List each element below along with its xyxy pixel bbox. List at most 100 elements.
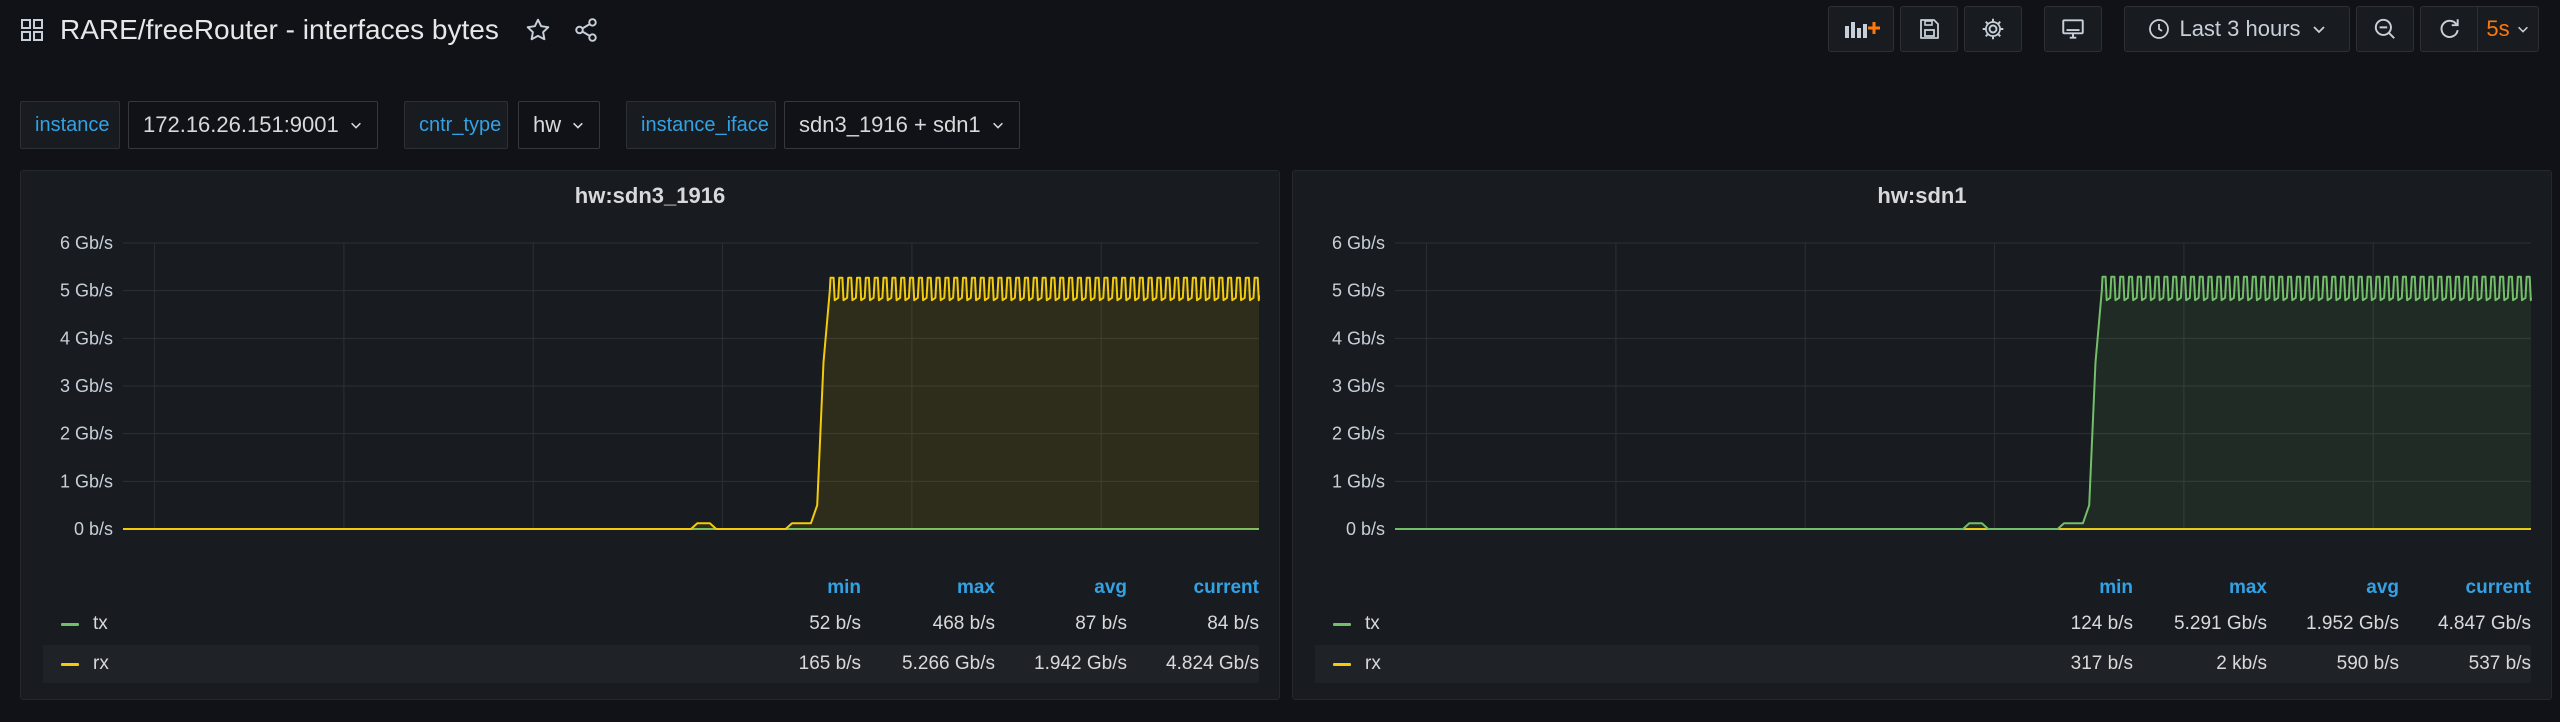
x-tick-label: 09:30: [132, 540, 177, 541]
chevron-down-icon: [350, 122, 361, 129]
variable-label-instance: instance: [20, 101, 120, 149]
legend-header-min[interactable]: min: [2099, 577, 2133, 598]
refresh-interval-picker[interactable]: 5s: [2477, 6, 2539, 52]
gear-icon: [1982, 18, 2004, 40]
save-icon: [1920, 19, 1939, 39]
legend-max-value: 5.266 Gb/s: [902, 653, 995, 674]
legend-avg-value: 87 b/s: [1075, 613, 1127, 634]
legend-header-min[interactable]: min: [827, 577, 861, 598]
panel-title[interactable]: hw:sdn1: [1877, 183, 1967, 208]
series-line-rx: [123, 276, 1260, 530]
chevron-down-icon: [2312, 26, 2325, 34]
graph-panel[interactable]: hw:sdn1 0 b/s 1 Gb/s 2 Gb/s 3 Gb/s 4 Gb/s 5 G…: [1292, 170, 2552, 700]
variable-value-instance: 172.16.26.151:9001: [143, 112, 339, 137]
y-tick-label: 4 Gb/s: [60, 328, 113, 348]
refresh-button[interactable]: [2420, 6, 2478, 52]
add-panel-button[interactable]: [1828, 6, 1894, 52]
legend-row-rx[interactable]: rx 165 b/s 5.266 Gb/s 1.942 Gb/s 4.824 G…: [43, 645, 1259, 683]
legend-row-tx[interactable]: tx 52 b/s 468 b/s 87 b/s 84 b/s: [43, 605, 1259, 643]
y-tick-label: 5 Gb/s: [60, 281, 113, 301]
legend-header-max[interactable]: max: [956, 577, 995, 598]
series-area-rx: [123, 277, 1259, 529]
variable-value-cntr-type: hw: [533, 112, 562, 137]
graph-chart[interactable]: 0 b/s 1 Gb/s 2 Gb/s 3 Gb/s 4 Gb/s 5 Gb/s 6 Gb/…: [21, 171, 1279, 541]
x-tick-label: 10:30: [1783, 540, 1828, 541]
legend-min-value: 124 b/s: [2070, 613, 2133, 634]
legend-header-avg[interactable]: avg: [1094, 577, 1127, 598]
series-color-swatch[interactable]: [1333, 663, 1351, 666]
series-color-swatch[interactable]: [1333, 623, 1351, 626]
legend-min-value: 317 b/s: [2070, 653, 2133, 674]
legend-header-avg[interactable]: avg: [2366, 577, 2399, 598]
clock-icon: [2149, 19, 2170, 39]
legend-series-name[interactable]: tx: [1365, 613, 1380, 634]
graph-panel[interactable]: hw:sdn3_1916 0 b/s 1 Gb/s 2 Gb/s 3 Gb/s 4 Gb…: [20, 170, 1280, 700]
x-tick-label: 11:00: [1973, 540, 2017, 541]
legend-min-value: 165 b/s: [798, 653, 861, 674]
variable-select-instance-iface[interactable]: sdn3_1916 + sdn1: [784, 101, 1020, 149]
legend-header-max[interactable]: max: [2228, 577, 2267, 598]
time-range-label: Last 3 hours: [2179, 16, 2301, 41]
y-tick-label: 0 b/s: [74, 519, 113, 539]
dashboard-header: RARE/freeRouter - interfaces bytes Last …: [0, 0, 2560, 62]
legend-min-value: 52 b/s: [809, 613, 861, 634]
legend-header-current[interactable]: current: [2465, 577, 2531, 598]
save-dashboard-button[interactable]: [1900, 6, 1958, 52]
series-line-tx: [1395, 275, 2532, 530]
legend-current-value: 4.824 Gb/s: [1166, 653, 1259, 674]
variable-select-instance[interactable]: 172.16.26.151:9001: [128, 101, 378, 149]
legend-current-value: 84 b/s: [1207, 613, 1259, 634]
time-picker-button[interactable]: Last 3 hours: [2124, 6, 2350, 52]
dashboard-title[interactable]: RARE/freeRouter - interfaces bytes: [60, 14, 499, 45]
legend-series-name[interactable]: tx: [93, 613, 108, 634]
cycle-view-mode-button[interactable]: [2044, 6, 2102, 52]
x-tick-label: 12:00: [1079, 540, 1124, 541]
legend-avg-value: 590 b/s: [2336, 653, 2399, 674]
legend-row-rx[interactable]: rx 317 b/s 2 kb/s 590 b/s 537 b/s: [1315, 645, 2531, 683]
y-tick-label: 3 Gb/s: [60, 376, 113, 396]
y-tick-label: 0 b/s: [1346, 519, 1385, 539]
dashboard-settings-button[interactable]: [1964, 6, 2022, 52]
y-tick-label: 1 Gb/s: [1332, 471, 1385, 491]
dashboards-grid-icon[interactable]: [20, 18, 44, 42]
y-tick-label: 4 Gb/s: [1332, 328, 1385, 348]
x-tick-label: 09:30: [1404, 540, 1449, 541]
chevron-down-icon: [2517, 26, 2528, 33]
variable-label-cntr-type: cntr_type: [404, 101, 508, 149]
x-tick-label: 11:30: [2162, 540, 2206, 541]
monitor-icon: [2062, 19, 2084, 39]
y-tick-label: 3 Gb/s: [1332, 376, 1385, 396]
legend-current-value: 4.847 Gb/s: [2438, 613, 2531, 634]
variable-label-instance-iface: instance_iface: [626, 101, 776, 149]
x-tick-label: 10:00: [1593, 540, 1638, 541]
x-tick-label: 10:00: [321, 540, 366, 541]
x-tick-label: 11:00: [701, 540, 745, 541]
star-icon[interactable]: [522, 14, 554, 46]
add-panel-icon: [1845, 22, 1880, 38]
graph-chart[interactable]: 0 b/s 1 Gb/s 2 Gb/s 3 Gb/s 4 Gb/s 5 Gb/s 6 Gb/…: [1293, 171, 2551, 541]
legend-avg-value: 1.952 Gb/s: [2306, 613, 2399, 634]
legend-series-name[interactable]: rx: [1365, 653, 1381, 674]
y-tick-label: 2 Gb/s: [60, 424, 113, 444]
legend-row-tx[interactable]: tx 124 b/s 5.291 Gb/s 1.952 Gb/s 4.847 G…: [1315, 605, 2531, 643]
refresh-interval-label: 5s: [2486, 16, 2510, 41]
y-tick-label: 6 Gb/s: [60, 233, 113, 253]
legend-max-value: 5.291 Gb/s: [2174, 613, 2267, 634]
share-icon[interactable]: [570, 14, 602, 46]
zoom-out-icon: [2374, 18, 2395, 39]
y-tick-label: 1 Gb/s: [60, 471, 113, 491]
legend-max-value: 2 kb/s: [2216, 653, 2267, 674]
series-color-swatch[interactable]: [61, 663, 79, 666]
legend-header-current[interactable]: current: [1193, 577, 1259, 598]
variable-select-cntr-type[interactable]: hw: [518, 101, 600, 149]
zoom-out-button[interactable]: [2356, 6, 2414, 52]
y-tick-label: 6 Gb/s: [1332, 233, 1385, 253]
x-tick-label: 11:30: [890, 540, 934, 541]
chevron-down-icon: [992, 122, 1003, 129]
y-tick-label: 5 Gb/s: [1332, 281, 1385, 301]
legend-current-value: 537 b/s: [2468, 653, 2531, 674]
panel-title[interactable]: hw:sdn3_1916: [574, 183, 726, 208]
series-color-swatch[interactable]: [61, 623, 79, 626]
legend-series-name[interactable]: rx: [93, 653, 109, 674]
refresh-icon: [2440, 19, 2459, 38]
